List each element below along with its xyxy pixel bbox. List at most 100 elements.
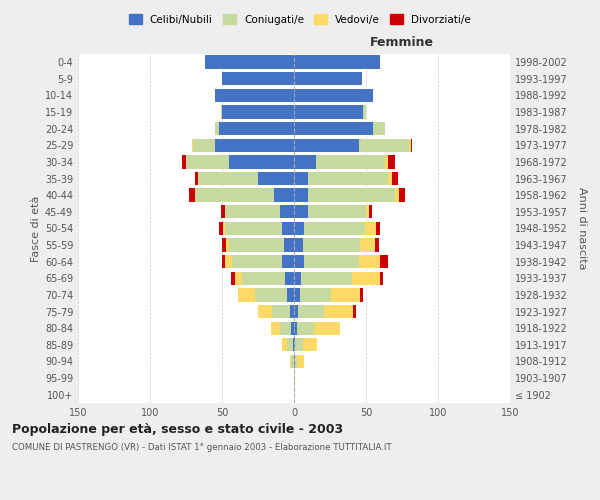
- Text: Femmine: Femmine: [370, 36, 434, 49]
- Bar: [226, 238, 229, 252]
- Bar: [352, 272, 380, 285]
- Bar: [238, 288, 255, 302]
- Bar: [294, 205, 308, 218]
- Bar: [222, 106, 294, 118]
- Bar: [286, 272, 294, 285]
- Bar: [294, 288, 300, 302]
- Bar: [388, 155, 395, 168]
- Bar: [395, 188, 399, 202]
- Bar: [409, 138, 410, 152]
- Bar: [232, 255, 283, 268]
- Y-axis label: Fasce di età: Fasce di età: [31, 195, 41, 262]
- Bar: [380, 255, 388, 268]
- Bar: [242, 272, 286, 285]
- Bar: [376, 222, 380, 235]
- Text: COMUNE DI PASTRENGO (VR) - Dati ISTAT 1° gennaio 2003 - Elaborazione TUTTITALIA.: COMUNE DI PASTRENGO (VR) - Dati ISTAT 1°…: [12, 442, 392, 452]
- Bar: [219, 222, 223, 235]
- Bar: [301, 272, 352, 285]
- Bar: [221, 106, 222, 118]
- Bar: [294, 305, 298, 318]
- Bar: [221, 205, 225, 218]
- Bar: [294, 122, 373, 136]
- Bar: [294, 172, 308, 185]
- Bar: [294, 222, 304, 235]
- Bar: [186, 155, 229, 168]
- Bar: [290, 305, 294, 318]
- Bar: [223, 222, 225, 235]
- Bar: [197, 172, 258, 185]
- Bar: [359, 255, 380, 268]
- Bar: [192, 138, 193, 152]
- Bar: [287, 338, 293, 351]
- Bar: [205, 56, 294, 69]
- Bar: [225, 222, 283, 235]
- Bar: [295, 338, 302, 351]
- Bar: [388, 172, 392, 185]
- Bar: [215, 88, 294, 102]
- Bar: [235, 272, 242, 285]
- Bar: [230, 272, 235, 285]
- Bar: [294, 255, 304, 268]
- Bar: [294, 138, 359, 152]
- Bar: [308, 188, 395, 202]
- Bar: [369, 205, 372, 218]
- Bar: [283, 255, 294, 268]
- Bar: [298, 305, 324, 318]
- Bar: [300, 288, 331, 302]
- Bar: [293, 338, 294, 351]
- Bar: [353, 305, 356, 318]
- Bar: [304, 255, 359, 268]
- Bar: [229, 238, 284, 252]
- Bar: [215, 122, 219, 136]
- Bar: [280, 205, 294, 218]
- Bar: [258, 172, 294, 185]
- Bar: [189, 188, 194, 202]
- Bar: [274, 188, 294, 202]
- Bar: [294, 272, 301, 285]
- Bar: [194, 172, 197, 185]
- Bar: [374, 238, 379, 252]
- Bar: [302, 238, 360, 252]
- Bar: [385, 155, 388, 168]
- Bar: [287, 288, 294, 302]
- Bar: [294, 322, 297, 335]
- Bar: [193, 138, 215, 152]
- Bar: [295, 355, 297, 368]
- Bar: [294, 72, 362, 86]
- Bar: [363, 106, 366, 118]
- Legend: Celibi/Nubili, Coniugati/e, Vedovi/e, Divorziati/e: Celibi/Nubili, Coniugati/e, Vedovi/e, Di…: [125, 10, 475, 29]
- Bar: [225, 205, 280, 218]
- Bar: [359, 138, 409, 152]
- Bar: [294, 88, 373, 102]
- Bar: [297, 322, 314, 335]
- Bar: [225, 255, 232, 268]
- Bar: [392, 172, 398, 185]
- Bar: [219, 122, 294, 136]
- Bar: [314, 322, 340, 335]
- Bar: [302, 338, 317, 351]
- Bar: [294, 155, 316, 168]
- Bar: [255, 288, 287, 302]
- Bar: [294, 355, 295, 368]
- Bar: [294, 56, 380, 69]
- Bar: [308, 172, 388, 185]
- Bar: [365, 222, 376, 235]
- Bar: [272, 305, 290, 318]
- Bar: [360, 238, 374, 252]
- Text: Popolazione per età, sesso e stato civile - 2003: Popolazione per età, sesso e stato civil…: [12, 422, 343, 436]
- Bar: [294, 238, 302, 252]
- Bar: [229, 155, 294, 168]
- Bar: [316, 155, 385, 168]
- Bar: [290, 355, 291, 368]
- Bar: [324, 305, 353, 318]
- Bar: [280, 322, 291, 335]
- Bar: [215, 138, 294, 152]
- Bar: [291, 355, 294, 368]
- Bar: [331, 288, 360, 302]
- Bar: [294, 106, 363, 118]
- Bar: [222, 255, 225, 268]
- Bar: [283, 338, 287, 351]
- Bar: [294, 372, 295, 384]
- Bar: [373, 122, 385, 136]
- Bar: [182, 155, 186, 168]
